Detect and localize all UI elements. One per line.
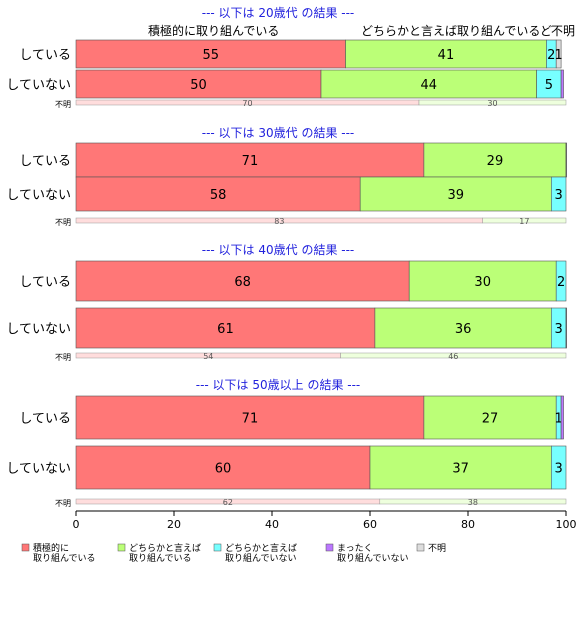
bar-segment xyxy=(408,260,557,302)
group-title: --- 以下は 20歳代 の結果 --- xyxy=(202,6,355,20)
data-label: 37 xyxy=(452,462,469,477)
data-label: 61 xyxy=(217,322,234,337)
column-header-somewhat: どちらかと言えば取り組んでいる xyxy=(361,24,540,38)
bar-segment xyxy=(555,260,567,302)
unknown-data-label: 62 xyxy=(223,498,233,507)
data-label: 39 xyxy=(447,188,464,203)
bar-segment xyxy=(550,445,567,490)
unknown-row-label: 不明 xyxy=(55,499,71,508)
data-label: 3 xyxy=(555,188,563,203)
x-tick-label: 40 xyxy=(265,518,279,531)
unknown-bar-segment xyxy=(418,99,567,106)
data-label: 3 xyxy=(555,322,563,337)
data-label: 2 xyxy=(547,48,555,63)
bar-segment xyxy=(536,69,562,99)
legend-label: どちらかと言えば xyxy=(129,542,201,554)
unknown-bar-segment xyxy=(340,352,567,359)
data-label: 71 xyxy=(242,412,259,427)
unknown-data-label: 38 xyxy=(468,498,478,507)
row-label: している xyxy=(19,275,71,290)
data-label: 68 xyxy=(234,275,251,290)
unknown-data-label: 70 xyxy=(242,99,252,108)
data-label: 36 xyxy=(455,322,472,337)
bar-segment xyxy=(423,395,557,440)
unknown-data-label: 46 xyxy=(448,352,458,361)
bar-segment xyxy=(565,142,567,178)
legend-label: 取り組んでいる xyxy=(129,552,192,564)
data-label: 44 xyxy=(421,78,438,93)
unknown-bar-segment xyxy=(482,217,567,224)
unknown-row-label: 不明 xyxy=(55,353,71,362)
legend-swatch xyxy=(325,543,334,552)
data-label: 3 xyxy=(555,462,563,477)
legend-label: 取り組んでいない xyxy=(225,552,297,564)
bar-segment xyxy=(555,39,562,69)
legend-swatch xyxy=(117,543,126,552)
bar-segment xyxy=(75,176,361,212)
bar-segment xyxy=(369,445,552,490)
x-tick-label: 100 xyxy=(556,518,577,531)
row-label: している xyxy=(19,48,71,63)
legend-swatch xyxy=(416,543,425,552)
data-label: 58 xyxy=(210,188,227,203)
legend-label: 取り組んでいない xyxy=(337,552,409,564)
bar-segment xyxy=(75,260,410,302)
data-label: 1 xyxy=(555,48,563,63)
unknown-data-label: 30 xyxy=(487,99,497,108)
unknown-data-label: 17 xyxy=(519,217,529,226)
data-label: 30 xyxy=(474,275,491,290)
unknown-bar-segment xyxy=(379,498,567,505)
bar-segment xyxy=(550,176,567,212)
data-label: 50 xyxy=(190,78,207,93)
group-title: --- 以下は 50歳以上 の結果 --- xyxy=(196,378,361,392)
bar-segment xyxy=(75,142,425,178)
legend-label: どちらかと言えば xyxy=(225,542,297,554)
data-label: 1 xyxy=(555,412,563,427)
bar-segment xyxy=(75,445,371,490)
unknown-data-label: 83 xyxy=(274,217,284,226)
legend-swatch xyxy=(21,543,30,552)
legend-swatch xyxy=(213,543,222,552)
x-tick-label: 80 xyxy=(461,518,475,531)
unknown-row-label: 不明 xyxy=(55,218,71,227)
row-label: している xyxy=(19,154,71,169)
group-title: --- 以下は 40歳代 の結果 --- xyxy=(202,243,355,257)
bar-segment xyxy=(345,39,547,69)
bar-segment xyxy=(560,395,564,440)
legend-label: 不明 xyxy=(428,543,446,554)
data-label: 5 xyxy=(545,78,553,93)
x-tick-label: 0 xyxy=(73,518,80,531)
row-label: している xyxy=(19,412,71,427)
column-header-active: 積極的に取り組んでいる xyxy=(148,23,279,38)
data-label: 2 xyxy=(557,275,565,290)
x-tick-label: 20 xyxy=(167,518,181,531)
x-tick-label: 60 xyxy=(363,518,377,531)
data-label: 27 xyxy=(482,412,499,427)
data-label: 29 xyxy=(487,154,504,169)
bar-segment xyxy=(75,395,425,440)
data-label: 60 xyxy=(215,462,232,477)
bar-segment xyxy=(374,307,552,349)
unknown-row-label: 不明 xyxy=(55,100,71,109)
unknown-data-label: 54 xyxy=(203,352,213,361)
row-label: していない xyxy=(6,78,71,93)
bar-segment xyxy=(560,69,564,99)
bar-segment xyxy=(75,307,376,349)
legend-label: 積極的に xyxy=(33,542,69,554)
row-label: していない xyxy=(6,188,71,203)
group-title: --- 以下は 30歳代 の結果 --- xyxy=(202,126,355,140)
column-header-not-somewhat: ど xyxy=(540,24,552,38)
legend-label: 取り組んでいる xyxy=(33,552,96,564)
legend-label: まったく xyxy=(337,543,373,554)
column-header-unknown: 不明 xyxy=(551,24,575,38)
bar-segment xyxy=(565,307,567,349)
row-label: していない xyxy=(6,462,71,477)
data-label: 41 xyxy=(438,48,455,63)
data-label: 71 xyxy=(242,154,259,169)
row-label: していない xyxy=(6,322,71,337)
data-label: 55 xyxy=(202,48,219,63)
